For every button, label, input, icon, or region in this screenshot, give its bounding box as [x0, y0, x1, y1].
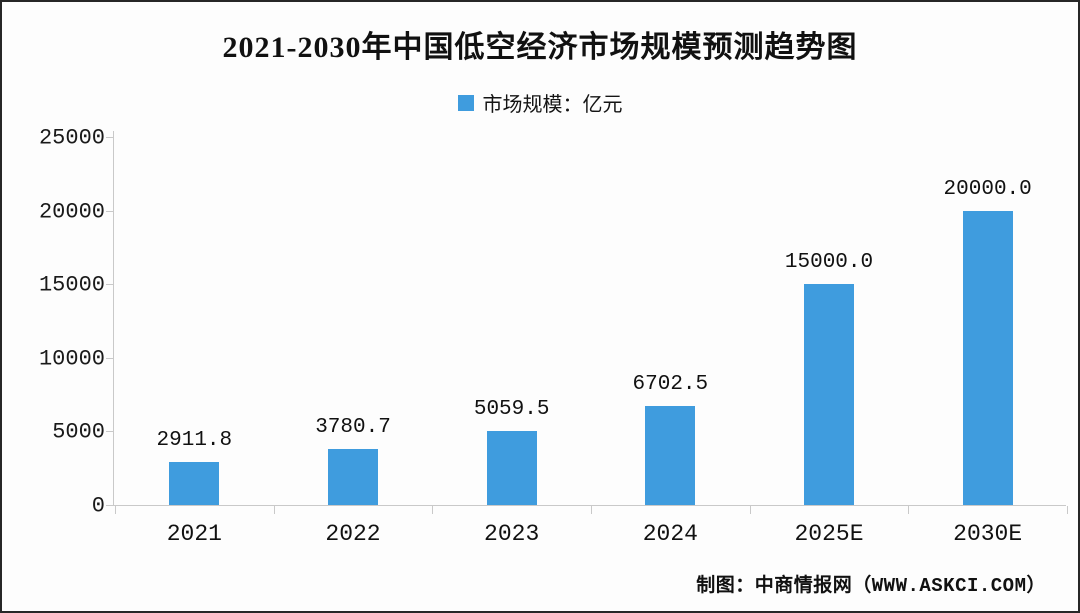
- x-axis-tick: [273, 506, 275, 514]
- y-axis-tick: [106, 210, 113, 212]
- x-axis-category-label: 2024: [642, 521, 698, 547]
- bar-value-label: 3780.7: [315, 416, 391, 440]
- legend-swatch-icon: [457, 94, 474, 111]
- x-axis-category-label: 2030E: [953, 521, 1023, 547]
- y-axis-tick-label: 10000: [38, 346, 105, 372]
- x-axis-category-label: 2022: [325, 521, 381, 547]
- y-axis-tick-label: 20000: [38, 199, 105, 225]
- x-axis-tick: [1067, 506, 1068, 514]
- bar-2030E: [962, 210, 1013, 505]
- x-axis-category-label: 2021: [166, 521, 222, 547]
- chart-title: 2021-2030年中国低空经济市场规模预测趋势图: [222, 31, 858, 64]
- x-axis-tick: [115, 506, 116, 514]
- x-axis-tick: [591, 506, 592, 514]
- x-axis-tick: [432, 506, 434, 514]
- y-axis-tick: [106, 357, 113, 359]
- x-axis-category-label: 2025E: [794, 521, 864, 547]
- x-axis-tick: [749, 506, 751, 514]
- bar-value-label: 5059.5: [473, 397, 550, 421]
- y-axis-tick-label: 15000: [38, 272, 105, 298]
- x-axis-category-label: 2023: [484, 521, 540, 547]
- y-axis-tick-label: 5000: [52, 419, 105, 445]
- y-axis-line: [113, 131, 114, 505]
- y-axis-tick: [106, 431, 113, 433]
- y-axis-tick-label: 0: [91, 493, 105, 519]
- y-axis-tick-label: 25000: [38, 125, 105, 151]
- bar-2022: [328, 449, 378, 505]
- legend-label: 市场规模：亿元: [482, 94, 623, 116]
- bar-2021: [169, 462, 220, 505]
- bar-value-label: 2911.8: [156, 429, 233, 453]
- bar-value-label: 20000.0: [943, 177, 1032, 201]
- y-axis-tick: [106, 137, 113, 138]
- bar-2025E: [804, 284, 854, 505]
- bar-value-label: 6702.5: [632, 373, 709, 397]
- x-axis-tick: [908, 506, 910, 514]
- y-axis-tick: [106, 505, 113, 506]
- y-axis-tick: [106, 284, 113, 286]
- x-axis-line: [112, 505, 1066, 506]
- legend: 市场规模：亿元: [2, 88, 1078, 117]
- bar-value-label: 15000.0: [784, 251, 874, 275]
- bar-2023: [486, 430, 537, 505]
- source-credit: 制图：中商情报网（WWW.ASKCI.COM）: [696, 575, 1046, 597]
- bar-2024: [645, 406, 696, 505]
